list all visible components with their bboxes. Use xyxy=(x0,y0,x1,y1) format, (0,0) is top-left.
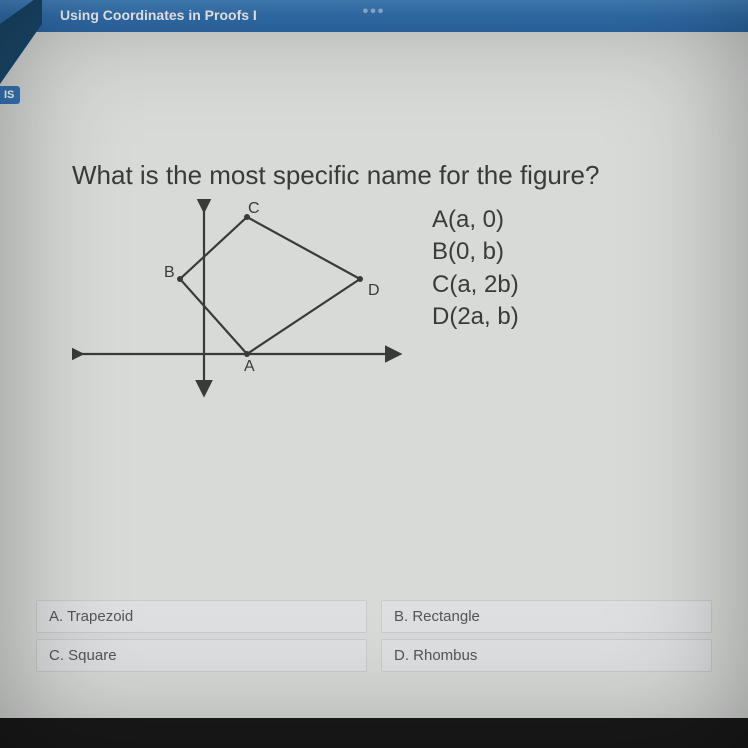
answer-d-button[interactable]: D. Rhombus xyxy=(381,639,712,672)
figure-row: A B C D A(a, 0) B(0, b) C(a, 2b) D(2a, b… xyxy=(72,199,688,399)
coord-c: C(a, 2b) xyxy=(432,269,519,301)
app-screen: Using Coordinates in Proofs I ••• IS Wha… xyxy=(0,0,748,718)
label-d: D xyxy=(368,282,380,299)
figure-diagram: A B C D xyxy=(72,199,402,399)
answer-c-button[interactable]: C. Square xyxy=(36,639,367,672)
header-title: Using Coordinates in Proofs I xyxy=(60,7,257,23)
header-dots-icon: ••• xyxy=(363,3,386,21)
label-b: B xyxy=(164,264,175,281)
badge-label: IS xyxy=(0,86,20,104)
lesson-badge: IS xyxy=(0,24,42,119)
point-b xyxy=(177,276,183,282)
answer-b-button[interactable]: B. Rectangle xyxy=(381,600,712,633)
question-text: What is the most specific name for the f… xyxy=(72,160,688,191)
point-a xyxy=(244,351,250,357)
coord-a: A(a, 0) xyxy=(432,204,519,236)
coordinates-list: A(a, 0) B(0, b) C(a, 2b) D(2a, b) xyxy=(432,204,519,334)
coord-d: D(2a, b) xyxy=(432,301,519,333)
quadrilateral xyxy=(180,217,360,354)
point-d xyxy=(357,276,363,282)
label-a: A xyxy=(244,358,255,375)
header-bar: Using Coordinates in Proofs I ••• xyxy=(0,0,748,32)
coord-b: B(0, b) xyxy=(432,236,519,268)
answer-grid: A. Trapezoid B. Rectangle C. Square D. R… xyxy=(36,600,712,672)
label-c: C xyxy=(248,200,260,217)
triangle-lower-icon xyxy=(0,24,42,84)
question-area: What is the most specific name for the f… xyxy=(72,160,688,568)
answer-a-button[interactable]: A. Trapezoid xyxy=(36,600,367,633)
triangle-upper-icon xyxy=(0,0,42,24)
